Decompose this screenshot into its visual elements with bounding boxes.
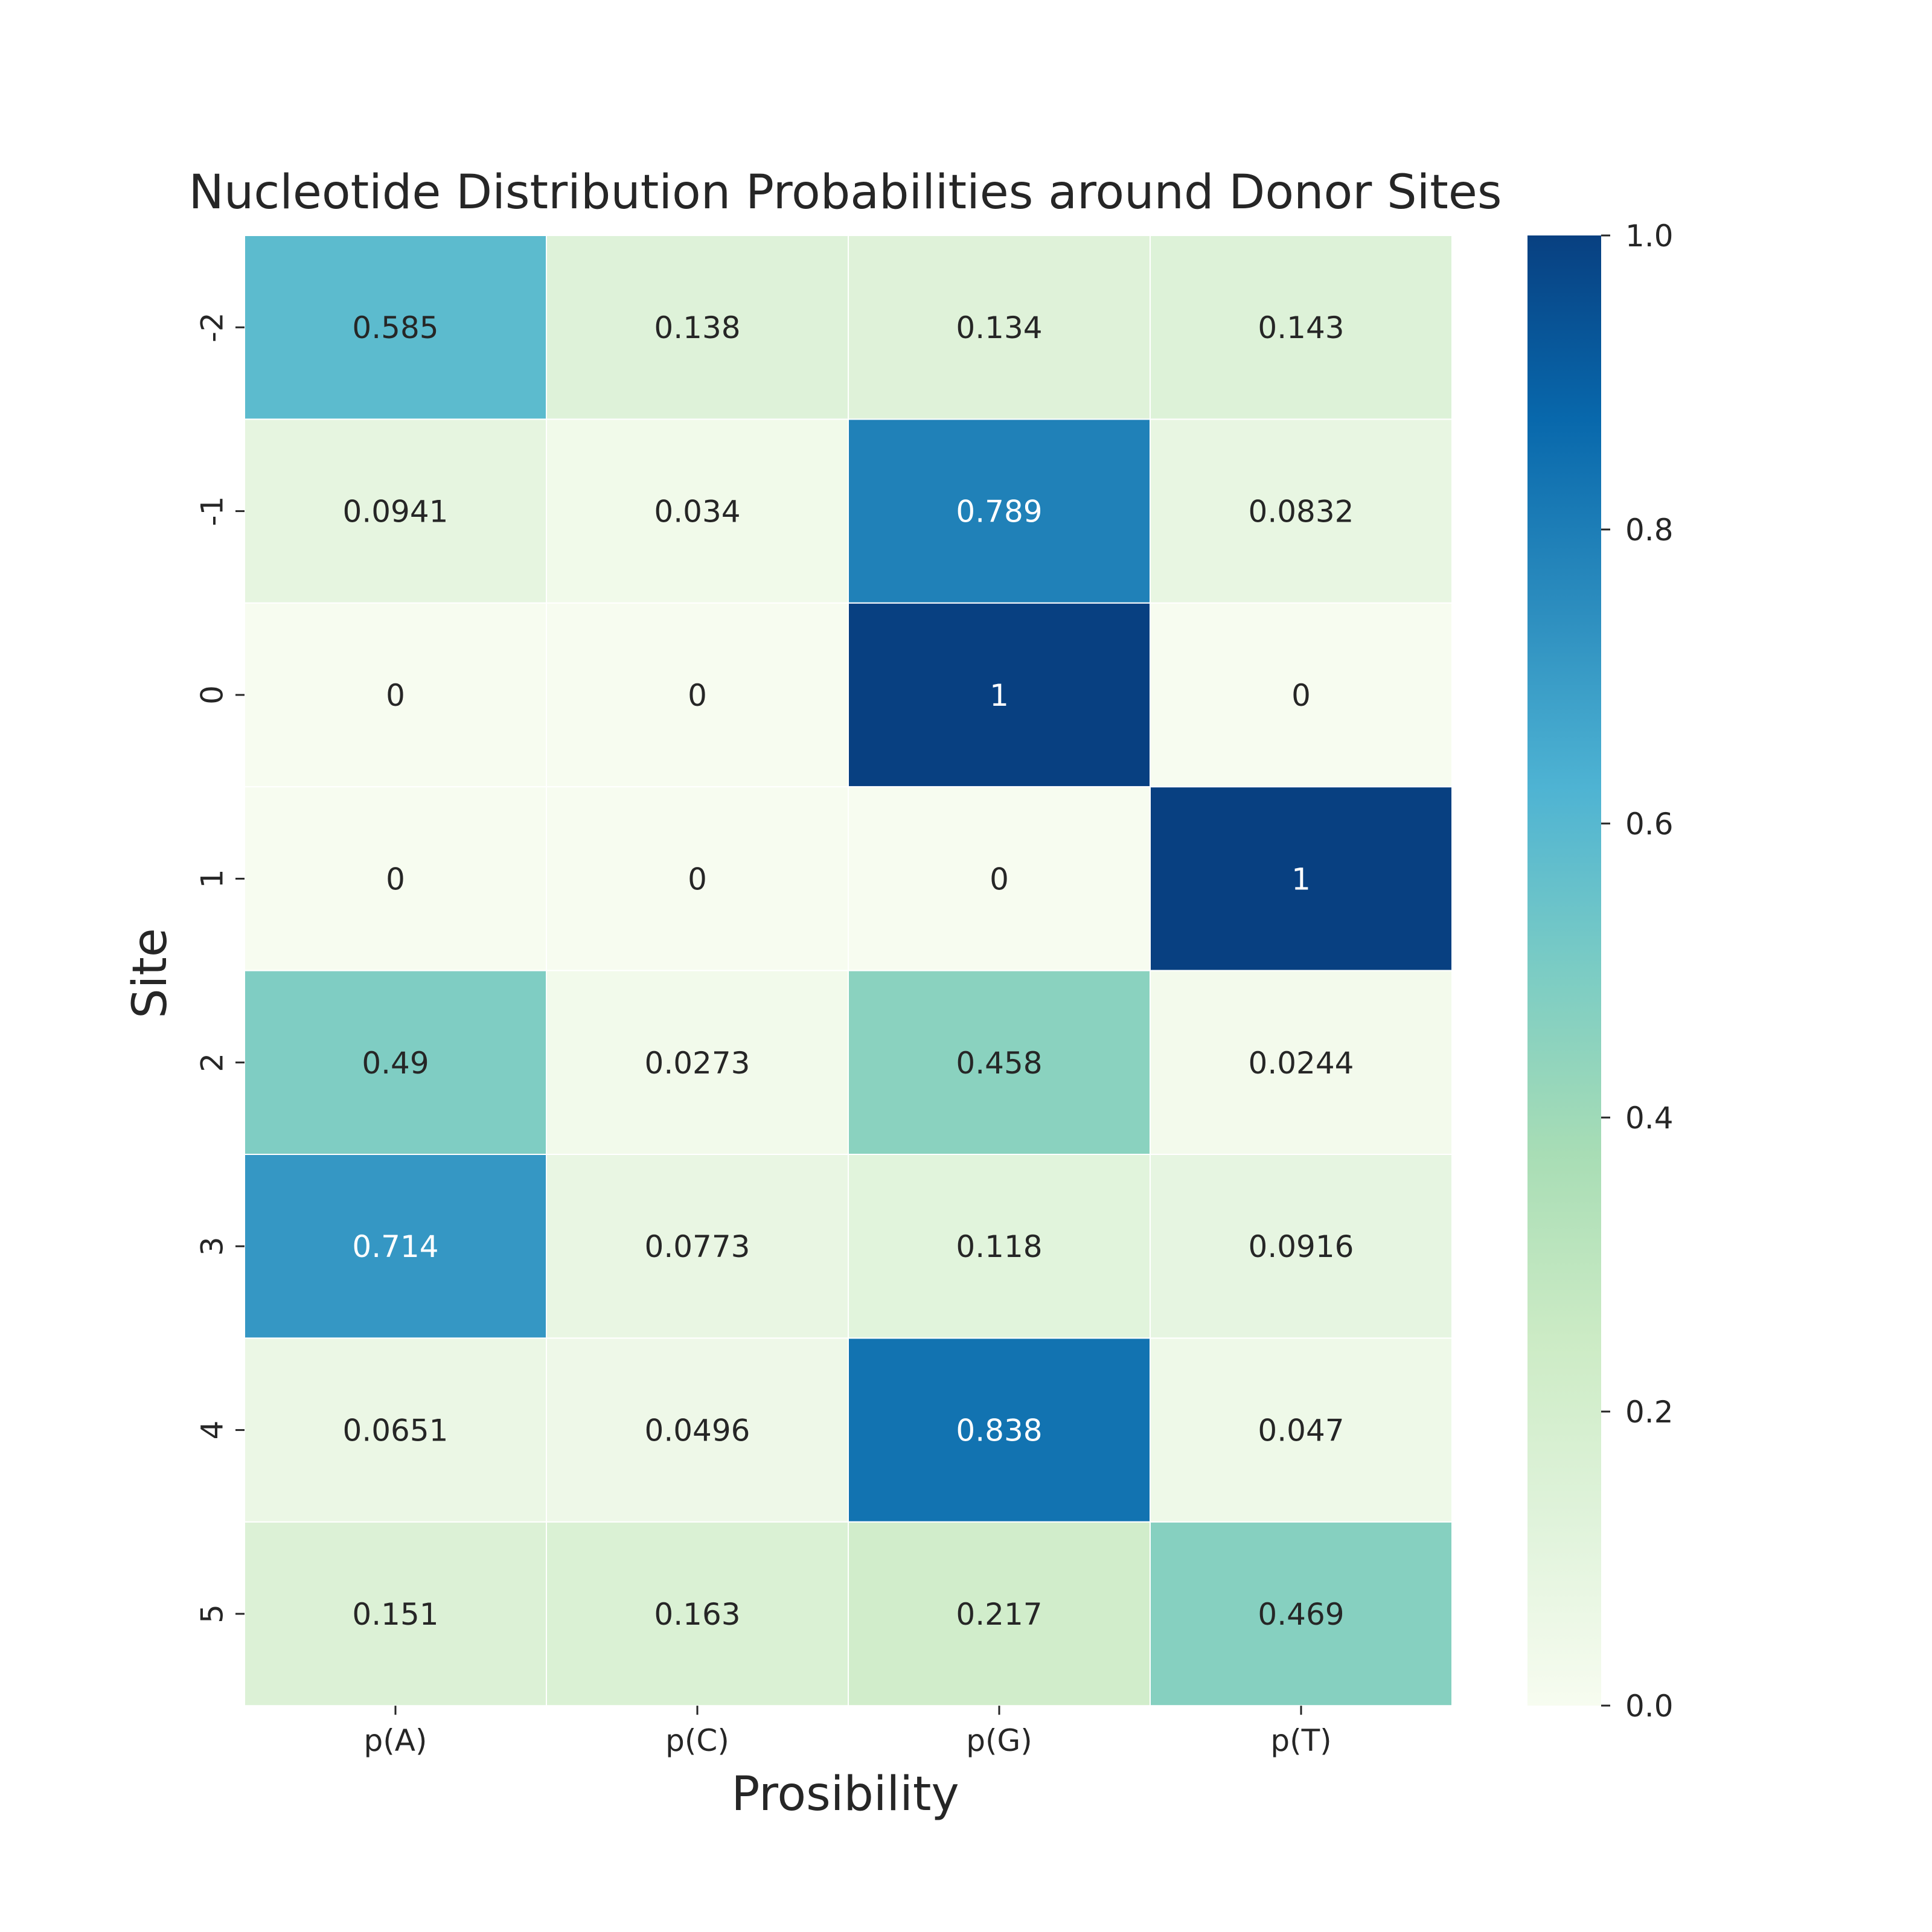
- x-tick-label: p(T): [1270, 1723, 1331, 1758]
- colorbar: [1527, 235, 1601, 1706]
- y-tick-label: 4: [195, 1421, 230, 1440]
- colorbar-ticks: 0.0 0.2 0.4 0.6 0.8 1.0: [1601, 219, 1674, 1724]
- cell-value-label: 0.789: [956, 494, 1042, 529]
- x-tick-label: p(A): [364, 1723, 427, 1758]
- colorbar-tick-label: 1.0: [1625, 219, 1674, 254]
- x-axis-label: Prosibility: [731, 1767, 959, 1822]
- y-axis-label: Site: [123, 928, 178, 1019]
- cell-value-label: 0.585: [352, 310, 438, 345]
- heatmap-cell: [244, 1337, 547, 1523]
- cell-value-label: 0: [386, 678, 405, 713]
- cell-value-label: 0.217: [956, 1597, 1042, 1632]
- heatmap-cell: [848, 418, 1151, 604]
- cell-value-label: 0.134: [956, 310, 1042, 345]
- cell-value-label: 0: [1291, 678, 1311, 713]
- heatmap-cell: [1150, 602, 1453, 788]
- cell-value-label: 0.163: [654, 1597, 740, 1632]
- cell-value-label: 0.469: [1258, 1597, 1344, 1632]
- heatmap-cell: [546, 1154, 849, 1339]
- heatmap-cell: [1150, 1337, 1453, 1523]
- heatmap-cell: [848, 1337, 1151, 1523]
- y-tick-label: -2: [195, 312, 230, 342]
- heatmap-cell: [546, 235, 849, 420]
- heatmap-cell: [848, 1154, 1151, 1339]
- cell-value-label: 0.151: [352, 1597, 438, 1632]
- heatmap-cell: [546, 1337, 849, 1523]
- colorbar-tick-label: 0.4: [1625, 1101, 1674, 1136]
- cell-value-label: 0.0941: [343, 494, 449, 529]
- cell-value-label: 0.047: [1258, 1413, 1344, 1448]
- cell-value-label: 1: [990, 678, 1009, 713]
- heatmap-cell: [848, 1521, 1151, 1707]
- heatmap-cell: [1150, 970, 1453, 1155]
- cell-value-label: 0.838: [956, 1413, 1042, 1448]
- heatmap-cell: [244, 970, 547, 1155]
- cell-value-label: 0.0651: [343, 1413, 449, 1448]
- cell-value-label: 0.49: [362, 1046, 429, 1081]
- chart-title: Nucleotide Distribution Probabilities ar…: [189, 165, 1502, 220]
- x-tick-label: p(C): [665, 1723, 729, 1758]
- colorbar-tick-label: 0.0: [1625, 1689, 1674, 1724]
- heatmap-cell: [244, 1521, 547, 1707]
- x-tick-labels: p(A) p(C) p(G) p(T): [364, 1706, 1332, 1758]
- cell-value-label: 0.143: [1258, 310, 1344, 345]
- y-tick-label: 2: [195, 1053, 230, 1072]
- heatmap-cell: [244, 418, 547, 604]
- heatmap-cell: [244, 786, 547, 971]
- colorbar-tick-label: 0.6: [1625, 807, 1674, 842]
- cell-value-label: 0.0916: [1249, 1229, 1354, 1264]
- heatmap-cell: [546, 786, 849, 971]
- cell-value-label: 0.714: [352, 1229, 438, 1264]
- y-tick-label: 0: [195, 685, 230, 705]
- y-tick-label: 3: [195, 1236, 230, 1256]
- y-tick-label: -1: [195, 496, 230, 526]
- heatmap-cell: [1150, 418, 1453, 604]
- heatmap-cells: 0.585 0.138 0.134 0.143 0.0941 0.034 0.789 0.08…: [244, 235, 1453, 1707]
- heatmap-cell: [848, 786, 1151, 971]
- heatmap-cell: [546, 970, 849, 1155]
- cell-value-label: 0.458: [956, 1046, 1042, 1081]
- x-tick-label: p(G): [966, 1723, 1032, 1758]
- colorbar-tick-label: 0.8: [1625, 513, 1674, 548]
- heatmap-cell: [848, 970, 1151, 1155]
- cell-value-label: 0: [688, 678, 707, 713]
- cell-value-label: 0.0773: [645, 1229, 750, 1264]
- y-tick-labels: -2 -1 0 1 2 3 4 5: [195, 312, 245, 1623]
- colorbar-tick-label: 0.2: [1625, 1395, 1674, 1430]
- heatmap-cell: [546, 418, 849, 604]
- heatmap-cell: [244, 235, 547, 420]
- heatmap-cell: [244, 1154, 547, 1339]
- heatmap-cell: [546, 602, 849, 788]
- cell-value-label: 0.118: [956, 1229, 1042, 1264]
- cell-value-label: 0: [990, 862, 1009, 897]
- cell-value-label: 0: [386, 862, 405, 897]
- cell-value-label: 0.0244: [1249, 1046, 1354, 1081]
- heatmap-cell: [1150, 1154, 1453, 1339]
- cell-value-label: 0.0832: [1249, 494, 1354, 529]
- cell-value-label: 0.0273: [645, 1046, 750, 1081]
- y-tick-label: 5: [195, 1604, 230, 1623]
- cell-value-label: 1: [1291, 862, 1311, 897]
- cell-value-label: 0.034: [654, 494, 740, 529]
- heatmap-cell: [1150, 786, 1453, 971]
- cell-value-label: 0: [688, 862, 707, 897]
- cell-value-label: 0.138: [654, 310, 740, 345]
- heatmap-cell: [1150, 235, 1453, 420]
- heatmap-cell: [848, 235, 1151, 420]
- cell-value-label: 0.0496: [645, 1413, 750, 1448]
- y-tick-label: 1: [195, 869, 230, 888]
